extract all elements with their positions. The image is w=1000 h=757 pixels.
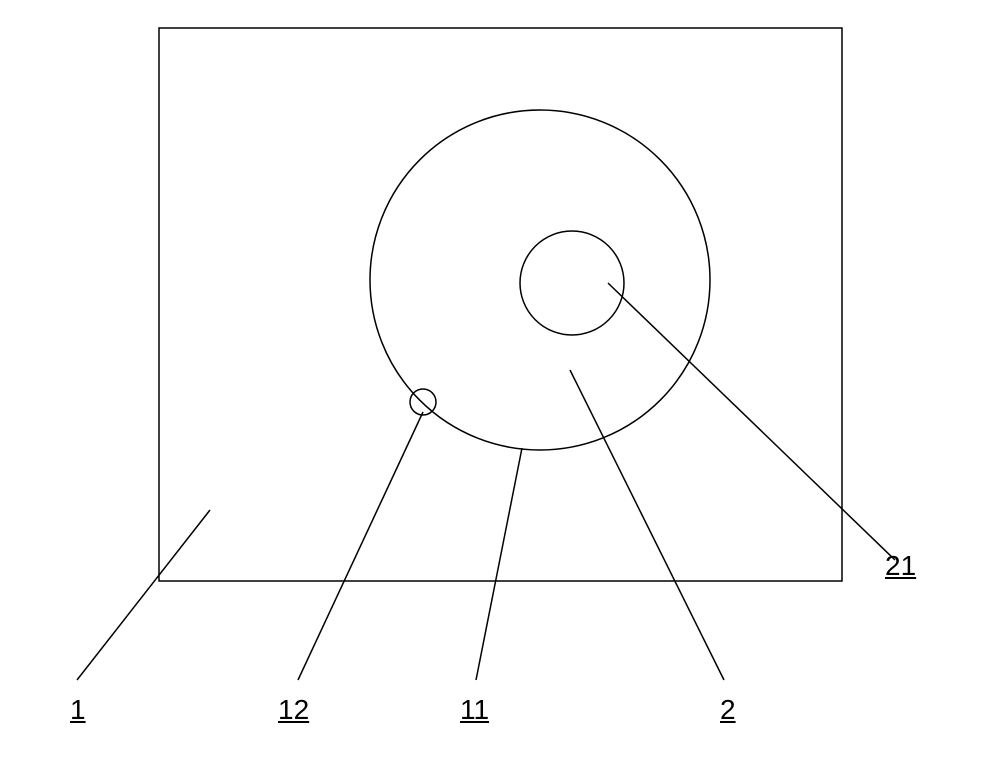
technical-diagram: 1 12 11 2 21 — [0, 0, 1000, 752]
outer-rectangle — [159, 28, 842, 581]
leader-line-11 — [476, 448, 522, 680]
leader-line-21 — [608, 283, 895, 560]
diagram-svg — [0, 0, 1000, 752]
label-12: 12 — [278, 694, 309, 726]
tiny-circle — [410, 389, 436, 415]
label-1: 1 — [70, 694, 86, 726]
label-11: 11 — [460, 694, 489, 726]
leader-line-12 — [298, 412, 423, 680]
leader-line-1 — [77, 510, 210, 680]
label-2: 2 — [720, 694, 736, 726]
leader-line-2 — [570, 370, 724, 680]
large-circle — [370, 110, 710, 450]
label-21: 21 — [885, 550, 916, 582]
